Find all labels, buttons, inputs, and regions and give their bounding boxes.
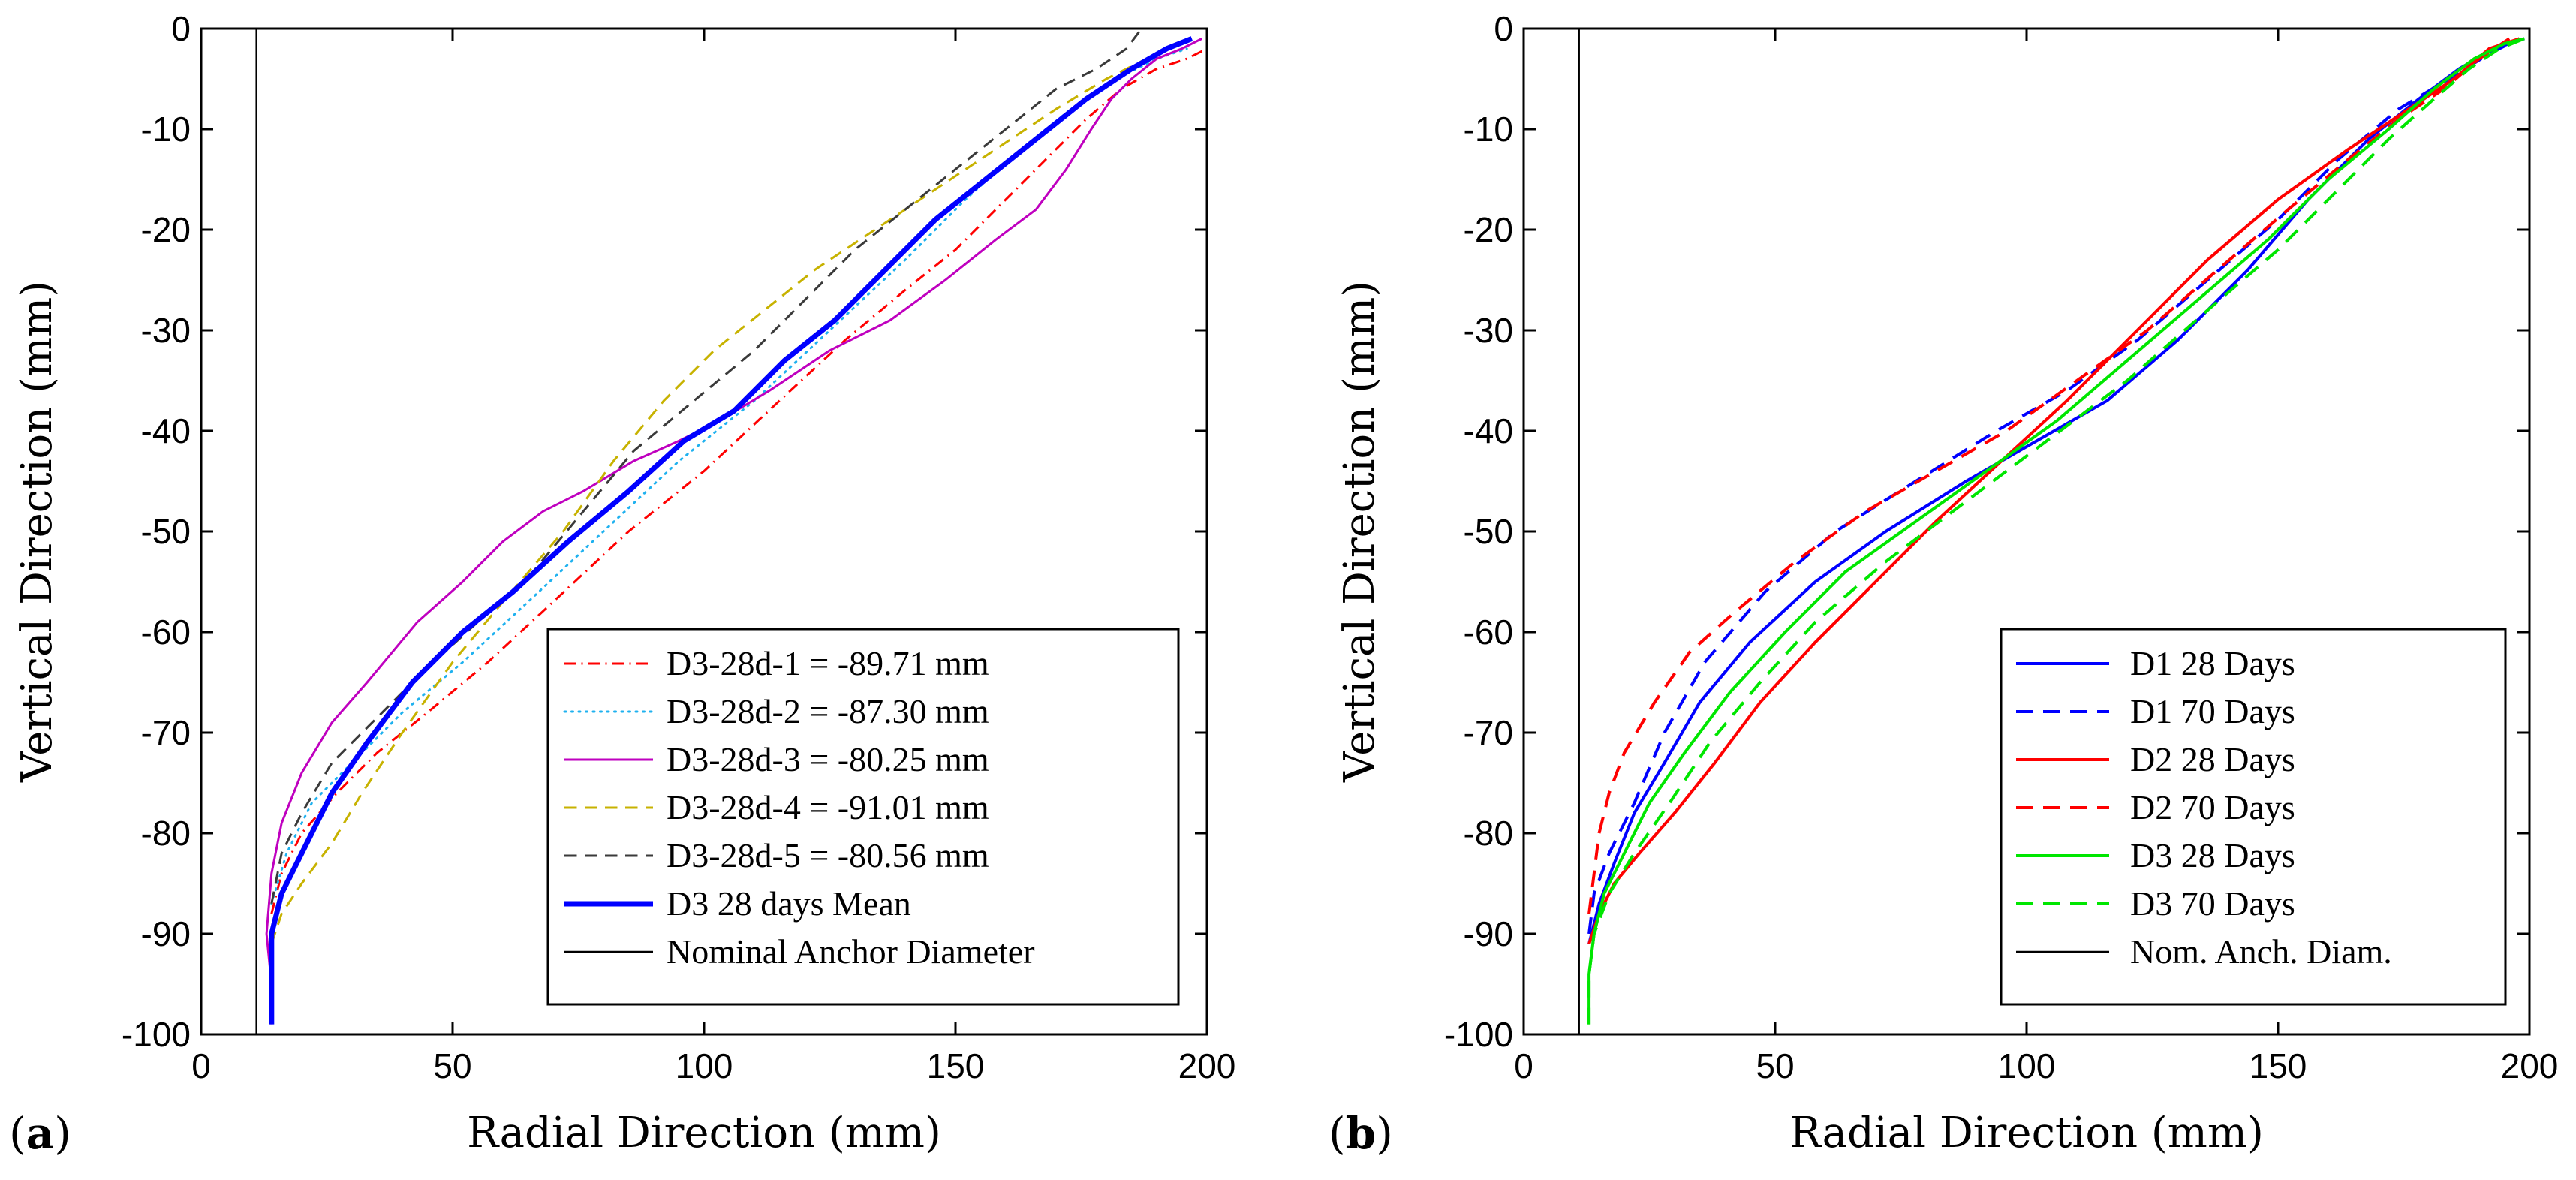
y-tick-label-b-5: -50: [1464, 512, 1513, 551]
ticks-b: 0 50 100 150 200 0 -10 -20 -30 -40 -50 -60 -70 -80 -90…: [1444, 9, 2558, 1085]
legend-label-a-2: D3-28d-3 = -80.25 mm: [667, 740, 989, 778]
y-tick-label-b-9: -90: [1464, 914, 1513, 953]
plot-area-b: [1578, 29, 2526, 1034]
y-tick-label-a-10: -100: [122, 1015, 191, 1054]
x-tick-label-b-4: 200: [2501, 1046, 2559, 1085]
panel-label-b-text: b: [1346, 1108, 1377, 1159]
x-tick-label-a-3: 150: [927, 1046, 985, 1085]
y-tick-label-b-7: -70: [1464, 713, 1513, 752]
series-line-b-3: [1587, 37, 2511, 914]
series-line-b-2: [1587, 37, 2520, 945]
panel-label-b: (b): [1329, 1108, 1393, 1159]
x-tick-label-a-2: 100: [676, 1046, 733, 1085]
legend-label-a-5: D3 28 days Mean: [667, 884, 911, 923]
y-tick-label-b-2: -20: [1464, 210, 1513, 249]
y-tick-label-b-6: -60: [1464, 613, 1513, 652]
y-tick-label-a-9: -90: [141, 914, 191, 953]
legend-label-a-4: D3-28d-5 = -80.56 mm: [667, 836, 989, 874]
series-line-b-1: [1587, 37, 2520, 935]
x-tick-label-a-0: 0: [191, 1046, 211, 1085]
y-tick-label-a-5: -50: [141, 512, 191, 551]
legend-label-b-0: D1 28 Days: [2130, 644, 2295, 682]
y-tick-label-b-3: -30: [1464, 311, 1513, 350]
x-axis-title-a: Radial Direction (mm): [467, 1109, 941, 1157]
panel-label-a: (a): [9, 1108, 71, 1159]
series-line-a-3: [270, 42, 1183, 944]
y-tick-label-a-1: -10: [141, 110, 191, 149]
x-tick-label-b-1: 50: [1756, 1046, 1794, 1085]
y-tick-label-b-4: -40: [1464, 411, 1513, 450]
ticks-a: 0 50 100 150 200 0 -10 -20 -30 -40 -50 -60 -70 -80 -90…: [122, 9, 1235, 1085]
legend-box-a: [546, 628, 1180, 1006]
y-tick-label-a-2: -20: [141, 210, 191, 249]
legend-label-b-4: D3 28 Days: [2130, 836, 2295, 874]
y-tick-label-b-10: -100: [1444, 1015, 1513, 1054]
series-line-b-5: [1587, 37, 2526, 1025]
y-axis-title-b: Vertical Direction (mm): [1335, 281, 1384, 783]
legend-label-b-6: Nom. Anch. Diam.: [2130, 932, 2392, 971]
x-tick-label-b-2: 100: [1998, 1046, 2056, 1085]
y-tick-label-b-8: -80: [1464, 814, 1513, 853]
y-tick-label-a-8: -80: [141, 814, 191, 853]
legend-label-a-0: D3-28d-1 = -89.71 mm: [667, 644, 989, 682]
legend-label-b-3: D2 70 Days: [2130, 788, 2295, 826]
chart-panel-b: 0 50 100 150 200 0 -10 -20 -30 -40 -50 -60 -70 -80 -90…: [1329, 9, 2558, 1159]
legend-label-b-5: D3 70 Days: [2130, 884, 2295, 923]
plot-area-a: [255, 28, 1208, 1034]
series-line-a-5: [269, 36, 1193, 1025]
y-tick-label-b-1: -10: [1464, 110, 1513, 149]
series-line-a-4: [270, 28, 1143, 905]
series-line-a-0: [270, 47, 1208, 914]
y-tick-label-a-4: -40: [141, 411, 191, 450]
legend-label-b-1: D1 70 Days: [2130, 692, 2295, 730]
legend-a: D3-28d-1 = -89.71 mm D3-28d-2 = -87.30 mm…: [546, 628, 1180, 1006]
x-tick-label-b-3: 150: [2249, 1046, 2307, 1085]
y-tick-label-b-0: 0: [1494, 9, 1513, 48]
y-tick-label-a-3: -30: [141, 311, 191, 350]
x-tick-label-b-0: 0: [1514, 1046, 1533, 1085]
y-tick-label-a-0: 0: [171, 9, 191, 48]
legend-box-b: [2000, 628, 2507, 1006]
chart-panel-a: 0 50 100 150 200 0 -10 -20 -30 -40 -50 -60 -70 -80 -90…: [9, 9, 1235, 1159]
y-tick-label-a-6: -60: [141, 613, 191, 652]
x-tick-label-a-1: 50: [433, 1046, 471, 1085]
legend-b: D1 28 Days D1 70 Days D2 28 Days D2 70 Days…: [2000, 628, 2507, 1006]
legend-label-a-6: Nominal Anchor Diameter: [667, 932, 1035, 971]
x-axis-title-b: Radial Direction (mm): [1789, 1109, 2264, 1157]
y-tick-label-a-7: -70: [141, 713, 191, 752]
series-line-a-2: [265, 38, 1202, 1025]
y-axis-title-a: Vertical Direction (mm): [13, 281, 62, 783]
legend-label-b-2: D2 28 Days: [2130, 740, 2295, 778]
panel-label-a-text: a: [26, 1108, 55, 1159]
x-tick-label-a-4: 200: [1178, 1046, 1236, 1085]
legend-label-a-1: D3-28d-2 = -87.30 mm: [667, 692, 989, 730]
series-line-b-4: [1587, 37, 2525, 1025]
legend-label-a-3: D3-28d-4 = -91.01 mm: [667, 788, 989, 826]
